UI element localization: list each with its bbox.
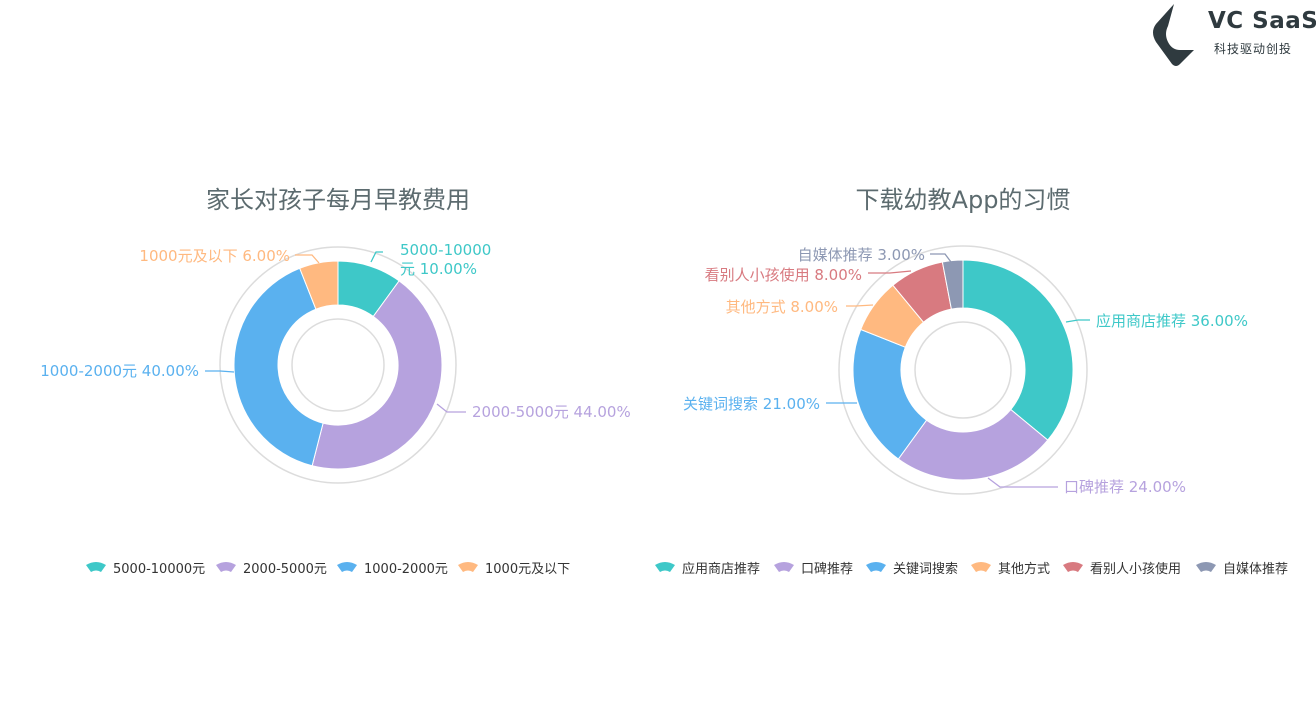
- label-leader-line: [846, 304, 874, 307]
- label-leader-line: [868, 270, 912, 274]
- chart-title: 家长对孩子每月早教费用: [206, 186, 470, 214]
- pie-slice[interactable]: [962, 259, 1074, 441]
- legend-label: 1000元及以下: [485, 562, 570, 577]
- label-leader-line: [370, 251, 383, 263]
- legend-item[interactable]: 其他方式: [971, 561, 1050, 577]
- legend-swatch-icon: [458, 562, 478, 572]
- label-leader-line: [205, 370, 235, 373]
- inner-ring: [291, 318, 385, 412]
- legend-label: 自媒体推荐: [1223, 562, 1288, 577]
- brand-slogan: 科技驱动创投: [1214, 42, 1293, 56]
- legend-item[interactable]: 5000-10000元: [86, 562, 205, 577]
- pie-slice[interactable]: [311, 280, 443, 470]
- chart-download-habit: 下载幼教App的习惯 应用商店推荐 36.00% 口碑推荐 24.00% 关键词搜索…: [655, 186, 1288, 577]
- legend-swatch-icon: [971, 562, 991, 572]
- label-leader-line: [930, 253, 952, 263]
- chart-education-cost: 家长对孩子每月早教费用 5000-10000元 10.00% 2000-5000元…: [40, 186, 630, 577]
- label-leader-line: [436, 403, 466, 413]
- slice-label: 关键词搜索 21.00%: [683, 395, 820, 413]
- legend-swatch-icon: [866, 562, 886, 572]
- slice-label: 口碑推荐 24.00%: [1064, 478, 1186, 496]
- chart-title: 下载幼教App的习惯: [856, 186, 1071, 214]
- legend-label: 应用商店推荐: [682, 561, 760, 577]
- legend-swatch-icon: [337, 562, 357, 572]
- legend-swatch-icon: [1063, 562, 1083, 572]
- label-leader-line: [295, 254, 320, 264]
- legend-item[interactable]: 关键词搜索: [866, 562, 958, 577]
- outer-ring: [838, 245, 1088, 495]
- legend-item[interactable]: 应用商店推荐: [655, 561, 760, 577]
- legend-item[interactable]: 1000元及以下: [458, 562, 570, 577]
- legend-item[interactable]: 看别人小孩使用: [1063, 561, 1181, 577]
- legend-label: 1000-2000元: [364, 562, 448, 577]
- legend-item[interactable]: 1000-2000元: [337, 562, 448, 577]
- legend-label: 5000-10000元: [113, 562, 205, 577]
- slice-label: 应用商店推荐 36.00%: [1096, 312, 1248, 330]
- legend-item[interactable]: 2000-5000元: [216, 562, 327, 577]
- legend-swatch-icon: [655, 562, 675, 572]
- slice-label: 看别人小孩使用 8.00%: [705, 266, 862, 284]
- brand-name: VC SaaS: [1208, 8, 1316, 34]
- brand-logo: VC SaaS 科技驱动创投: [1150, 4, 1316, 66]
- slice-label: 1000-2000元 40.00%: [40, 362, 199, 380]
- slice-label: 自媒体推荐 3.00%: [798, 246, 925, 264]
- label-leader-line: [1065, 319, 1090, 323]
- legend-label: 口碑推荐: [801, 561, 853, 577]
- pie-slice[interactable]: [299, 260, 339, 310]
- legend-swatch-icon: [216, 562, 236, 572]
- chart-legend: 5000-10000元 2000-5000元 1000-2000元 1000元及以下: [86, 562, 570, 577]
- inner-ring: [914, 321, 1012, 419]
- outer-ring: [219, 246, 457, 484]
- pie-slice[interactable]: [941, 259, 964, 310]
- slice-label: 1000元及以下 6.00%: [139, 247, 290, 265]
- chart-legend: 应用商店推荐 口碑推荐 关键词搜索 其他方式 看别人小孩使用 自媒体推荐: [655, 561, 1288, 577]
- legend-label: 2000-5000元: [243, 562, 327, 577]
- legend-item[interactable]: 自媒体推荐: [1196, 562, 1288, 577]
- logo-mark-icon: [1153, 4, 1194, 66]
- legend-label: 看别人小孩使用: [1090, 561, 1181, 577]
- legend-label: 关键词搜索: [893, 562, 958, 577]
- slice-label: 其他方式 8.00%: [726, 298, 838, 316]
- slice-label: 2000-5000元 44.00%: [472, 403, 631, 421]
- legend-swatch-icon: [774, 562, 794, 572]
- legend-swatch-icon: [1196, 562, 1216, 572]
- slice-label: 5000-10000: [400, 241, 491, 259]
- legend-label: 其他方式: [998, 561, 1050, 577]
- pie-slice[interactable]: [233, 267, 324, 467]
- label-leader-line: [987, 477, 1058, 488]
- legend-item[interactable]: 口碑推荐: [774, 561, 853, 577]
- slice-label: 元 10.00%: [400, 260, 477, 278]
- legend-swatch-icon: [86, 562, 106, 572]
